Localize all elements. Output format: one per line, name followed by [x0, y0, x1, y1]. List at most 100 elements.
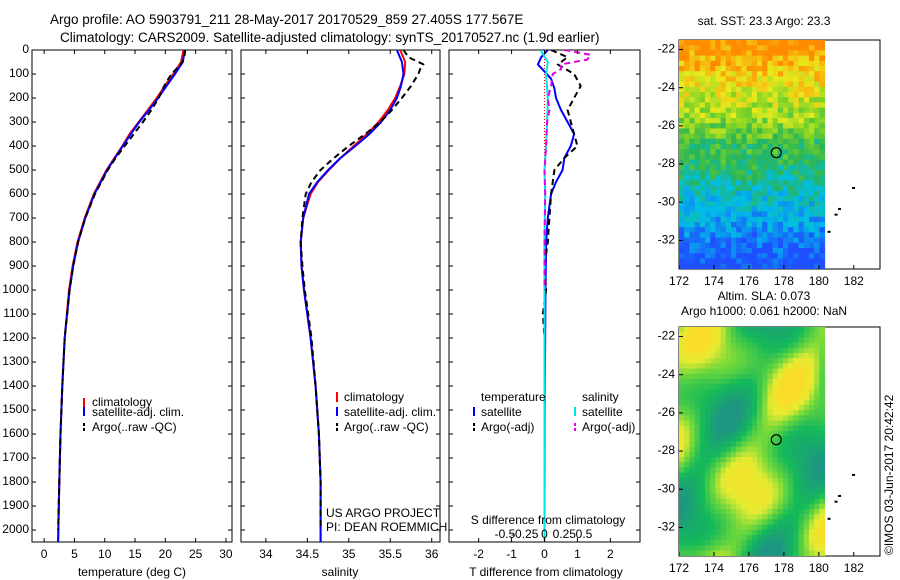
map-cell — [725, 358, 732, 364]
s-difference-axis-label: S difference from climatology — [471, 513, 626, 527]
map-cell — [751, 133, 758, 140]
lat-tick-label: -28 — [658, 443, 676, 457]
map-cell — [819, 441, 826, 448]
map-cell — [684, 175, 690, 181]
map-cell — [777, 232, 784, 239]
map-cell — [720, 368, 727, 375]
map-cell — [757, 216, 763, 223]
map-cell — [803, 488, 810, 494]
map-cell — [793, 441, 800, 448]
map-cell — [705, 540, 711, 546]
map-cell — [777, 405, 784, 411]
map-cell — [720, 123, 727, 129]
map-cell — [705, 550, 711, 556]
depth-tick-label: 200 — [9, 90, 29, 104]
map-cell — [746, 92, 753, 98]
map-cell — [736, 358, 742, 364]
map-cell — [725, 211, 732, 218]
map-cell — [741, 45, 748, 51]
map-cell — [809, 379, 815, 385]
map-cell — [715, 154, 722, 161]
map-cell — [710, 149, 716, 155]
map-cell — [710, 327, 716, 333]
map-cell — [788, 45, 794, 51]
map-cell — [777, 342, 784, 349]
map-cell — [710, 524, 716, 531]
map-cell — [819, 431, 826, 437]
map-cell — [809, 242, 815, 249]
map-cell — [689, 550, 696, 556]
map-cell — [814, 123, 820, 129]
map-cell — [679, 40, 685, 46]
map-cell — [731, 180, 737, 187]
map-cell — [720, 332, 727, 338]
map-cell — [705, 327, 711, 333]
map-cell — [736, 451, 742, 458]
map-cell — [694, 467, 701, 474]
map-cell — [783, 399, 789, 406]
map-cell — [746, 405, 753, 411]
map-cell — [803, 222, 810, 228]
map-cell — [741, 472, 748, 479]
map-cell — [751, 342, 758, 349]
map-cell — [803, 242, 810, 249]
map-cell — [777, 133, 784, 140]
map-cell — [679, 373, 685, 380]
map-cell — [741, 347, 748, 354]
map-cell — [793, 503, 800, 510]
map-cell — [809, 206, 815, 213]
map-cell — [725, 154, 732, 161]
map-cell — [741, 368, 748, 375]
map-cell — [819, 555, 826, 556]
map-cell — [699, 347, 706, 354]
island-mark — [852, 186, 856, 189]
map-cell — [809, 50, 815, 57]
map-cell — [751, 483, 758, 489]
map-cell — [715, 457, 722, 463]
map-cell — [731, 394, 737, 401]
map-cell — [798, 159, 805, 166]
map-cell — [736, 415, 742, 422]
map-cell — [699, 441, 706, 448]
map-cell — [819, 514, 826, 520]
map-cell — [751, 347, 758, 354]
map-cell — [710, 232, 716, 239]
map-cell — [783, 232, 789, 239]
map-cell — [814, 462, 820, 468]
map-cell — [731, 514, 737, 520]
x-tick-label: 15 — [128, 547, 142, 561]
map-cell — [788, 535, 794, 541]
map-cell — [772, 363, 779, 370]
map-cell — [684, 237, 690, 244]
map-cell — [757, 118, 763, 124]
map-cell — [710, 389, 716, 396]
map-cell — [788, 457, 794, 463]
map-cell — [731, 347, 737, 354]
map-cell — [809, 190, 815, 197]
map-cell — [783, 175, 789, 181]
map-cell — [783, 467, 789, 474]
map-cell — [679, 467, 685, 474]
map-cell — [725, 180, 732, 187]
map-cell — [798, 196, 805, 202]
map-cell — [819, 446, 826, 453]
map-cell — [715, 196, 722, 202]
map-cell — [684, 342, 690, 349]
map-cell — [679, 358, 685, 364]
map-cell — [741, 477, 748, 484]
map-cell — [783, 509, 789, 515]
map-cell — [819, 509, 826, 515]
map-cell — [679, 154, 685, 161]
map-cell — [736, 159, 742, 166]
map-cell — [814, 441, 820, 448]
map-cell — [809, 358, 815, 364]
map-cell — [705, 503, 711, 510]
map-cell — [751, 425, 758, 432]
map-cell — [736, 509, 742, 515]
map-cell — [679, 232, 685, 239]
map-cell — [720, 55, 727, 62]
map-cell — [814, 232, 820, 239]
map-cell — [741, 86, 748, 93]
map-cell — [757, 102, 763, 109]
map-cell — [694, 253, 701, 259]
